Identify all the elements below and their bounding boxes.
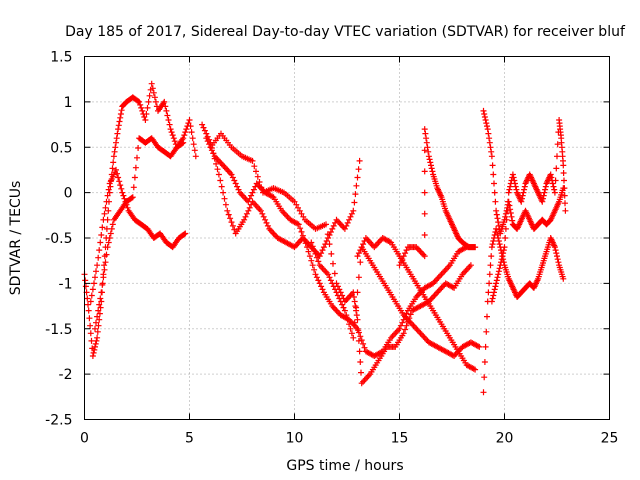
x-tick-label: 15 — [391, 431, 409, 447]
series-track-a — [81, 80, 199, 359]
x-tick-label: 5 — [185, 431, 194, 447]
series-track-h — [354, 235, 479, 373]
y-tick-label: -1.5 — [45, 322, 72, 338]
y-tick-label: -0.5 — [45, 231, 72, 247]
series-markers — [81, 80, 199, 359]
series-markers — [87, 166, 189, 305]
series-markers — [480, 225, 567, 396]
series-markers — [488, 117, 569, 305]
series-track-f — [207, 130, 474, 387]
x-tick-label: 25 — [601, 431, 619, 447]
series-track-e — [203, 135, 479, 359]
x-tick-label: 10 — [286, 431, 304, 447]
series-track-k — [480, 107, 567, 237]
series-markers — [203, 135, 479, 359]
series-markers — [396, 126, 479, 269]
y-tick-label: -1 — [59, 276, 73, 292]
x-axis-label: GPS time / hours — [286, 458, 403, 474]
x-tick-label: 20 — [496, 431, 514, 447]
series-track-d — [199, 121, 363, 260]
series-track-l — [488, 117, 569, 305]
y-tick-label: 1 — [64, 95, 73, 111]
series-markers — [92, 135, 187, 332]
series-markers — [207, 130, 474, 387]
y-axis-ticks: -2.5 -2 -1.5 -1 -0.5 0 0.5 1 1.5 — [45, 50, 610, 429]
chart-title: Day 185 of 2017, Sidereal Day-to-day VTE… — [65, 24, 626, 40]
series-markers — [308, 239, 483, 359]
series-markers — [480, 107, 567, 237]
series-track-i — [396, 126, 479, 269]
series-markers — [354, 235, 479, 373]
series-track-g — [308, 239, 483, 359]
y-tick-label: -2.5 — [45, 413, 72, 429]
y-tick-label: -2 — [59, 367, 73, 383]
series-markers — [199, 121, 363, 260]
series-track-c — [92, 135, 187, 332]
x-tick-label: 0 — [80, 431, 89, 447]
series-track-b — [87, 166, 189, 305]
y-tick-label: 0 — [64, 186, 73, 202]
data-series — [81, 80, 569, 396]
series-track-j — [480, 225, 567, 396]
y-axis-label: SDTVAR / TECUs — [8, 181, 24, 296]
y-tick-label: 0.5 — [50, 140, 72, 156]
x-axis-ticks: 0 5 10 15 20 25 — [80, 56, 619, 447]
y-tick-label: 1.5 — [50, 50, 72, 66]
